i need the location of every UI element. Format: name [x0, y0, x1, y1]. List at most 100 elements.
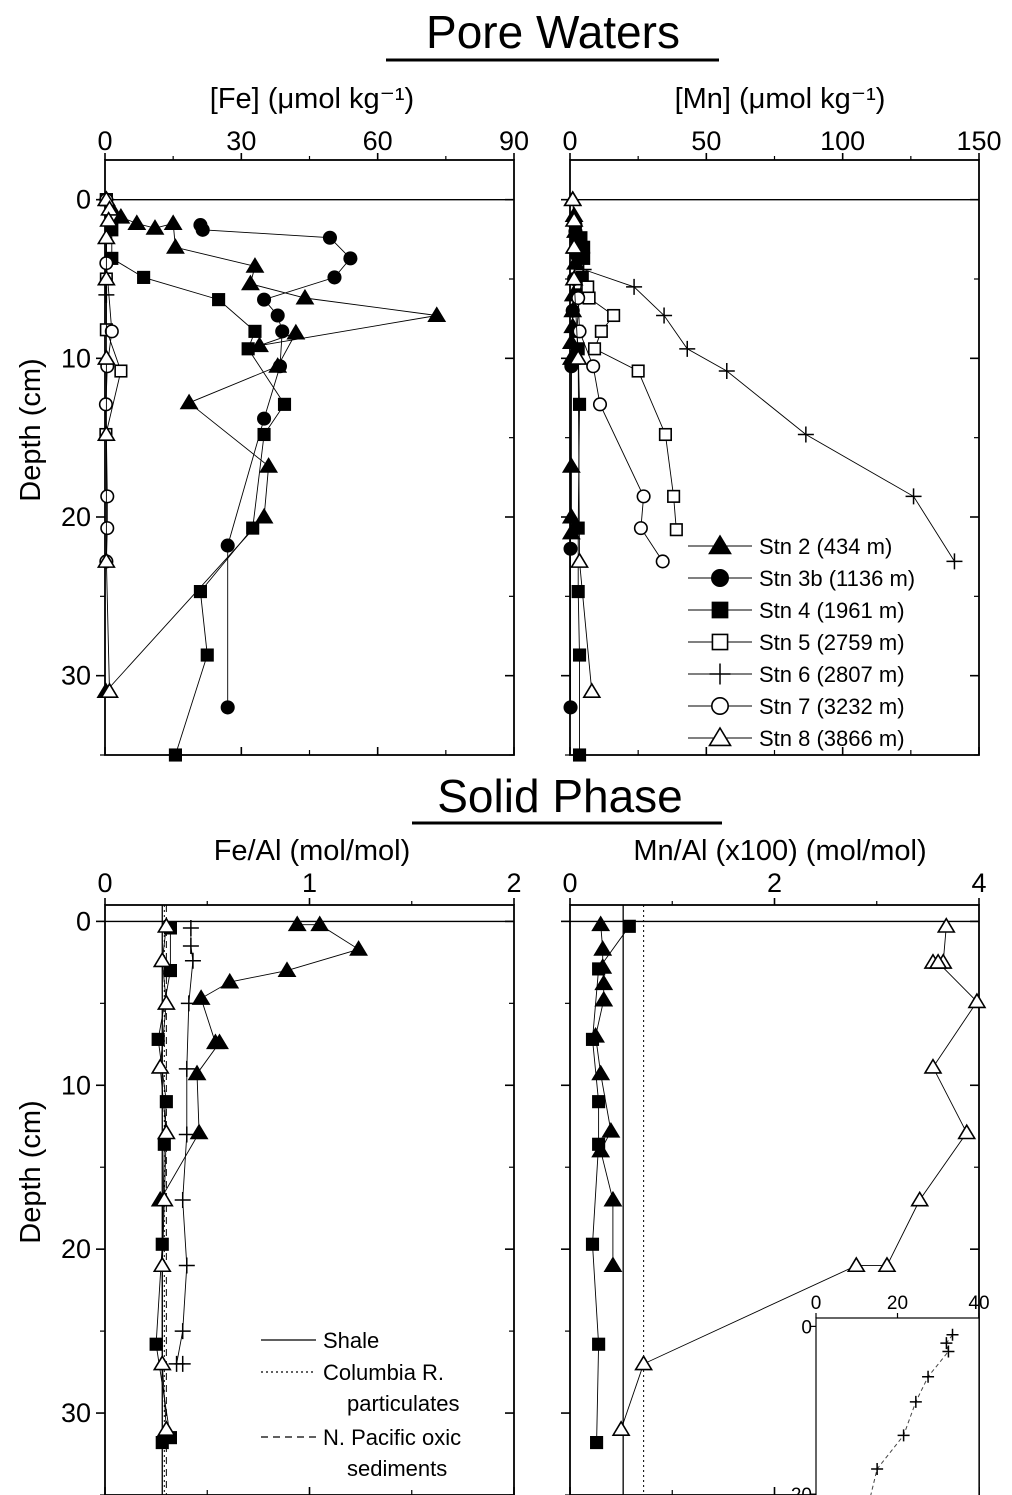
mn-solid-point-stn-2	[603, 1190, 623, 1207]
inset-point-stn-6	[897, 1429, 910, 1442]
fe-pore-point-stn-2	[179, 393, 199, 410]
mn-pore-point-stn-5	[658, 427, 672, 442]
fe-pore-point-stn-2	[295, 288, 315, 305]
fe-pore-line-stn-2	[105, 199, 437, 692]
fe-pore-point-stn-3b	[275, 324, 290, 339]
fe-solid-point-stn-2	[191, 989, 211, 1005]
mn-pore-point-stn-8	[564, 269, 584, 286]
fe-pore-ylabel: Depth (cm)	[15, 358, 47, 501]
fe-solid-y-tick-label: 0	[76, 906, 91, 936]
mn-pore-point-stn-7	[586, 359, 601, 374]
mn-pore-point-stn-4	[572, 397, 587, 411]
mn-pore-point-stn-8	[582, 682, 602, 699]
mn-pore-point-stn-4	[572, 748, 587, 762]
mn-pore-x-tick-label: 100	[820, 126, 865, 156]
mn-pore-point-stn-8	[568, 349, 588, 365]
fe-solid-point-stn-4	[159, 1095, 173, 1109]
mn-solid-point-stn-2	[594, 990, 614, 1007]
fe-solid-point-stn-4	[157, 1137, 171, 1151]
fe-pore-x-tick-label: 90	[499, 126, 529, 156]
fe-solid-point-stn-8	[150, 1058, 170, 1074]
fe-pore-point-stn-3b	[327, 270, 342, 285]
mn-solid-point-stn-4	[590, 1435, 604, 1450]
fe-pore-panel: [Fe] (μmol kg⁻¹) Depth (cm) 0 30 60 90 0 10 20…	[15, 83, 529, 762]
mn-pore-point-stn-4	[572, 648, 587, 662]
fe-solid-point-stn-8	[156, 917, 176, 933]
fe-pore-point-stn-4	[168, 748, 182, 762]
mn-solid-point-stn-8	[936, 917, 956, 933]
legend-marker-stn-2	[708, 534, 732, 555]
fe-pore-point-stn-4	[248, 324, 262, 338]
mn-pore-point-stn-5	[667, 489, 681, 503]
mn-solid-point-stn-2	[594, 974, 614, 991]
fe-solid-point-stn-6	[174, 1192, 191, 1208]
legend-label-stn-8: Stn 8 (3866 m)	[759, 726, 905, 751]
fe-pore-y-tick-label: 10	[61, 343, 91, 373]
fe-solid-point-stn-8	[156, 1123, 176, 1140]
fe-solid-point-stn-8	[156, 994, 176, 1010]
mn-solid-point-stn-4	[585, 1032, 600, 1046]
mn-pore-point-stn-8	[570, 552, 589, 568]
inset-point-stn-6	[942, 1345, 955, 1358]
legend-marker-stn-3b	[711, 569, 729, 587]
mn-solid-point-stn-2	[601, 1122, 621, 1138]
mn-pore-point-stn-6	[797, 426, 814, 443]
fe-solid-point-stn-6	[178, 1060, 195, 1077]
fe-solid-y-tick-label: 10	[61, 1070, 91, 1100]
mn-pore-point-stn-8	[564, 211, 584, 227]
inset-frame	[815, 1317, 980, 1495]
mn-solid-point-stn-8	[967, 992, 987, 1009]
pore-waters-heading: Pore Waters	[426, 6, 680, 58]
mn-pore-point-stn-6	[718, 363, 735, 380]
mn-solid-point-stn-2	[591, 915, 611, 932]
mn-pore-point-stn-7	[655, 554, 670, 569]
mn-pore-panel: [Mn] (μmol kg⁻¹) 0 50 100 150	[561, 83, 1002, 762]
fe-solid-point-stn-6	[182, 919, 199, 936]
inset-y-tick-label: 20	[791, 1485, 812, 1495]
fe-pore-point-stn-4	[193, 585, 207, 599]
mn-pore-x-tick-label: 150	[956, 126, 1001, 156]
fe-pore-point-stn-5	[114, 364, 128, 378]
fe-solid-point-stn-2	[189, 1123, 209, 1140]
fe-solid-point-stn-8	[154, 1190, 174, 1207]
fe-pore-point-stn-2	[250, 336, 269, 353]
fe-pore-point-stn-3b	[257, 292, 272, 307]
fe-pore-point-stn-4	[257, 427, 271, 442]
fe-pore-point-stn-7	[98, 397, 113, 412]
fe-pore-plot-frame	[104, 159, 515, 756]
mn-solid-point-stn-4	[622, 919, 636, 933]
mn-pore-point-stn-5	[607, 308, 621, 323]
solid-phase-heading: Solid Phase	[437, 770, 683, 822]
mn-pore-point-stn-7	[636, 489, 651, 504]
mn-pore-point-stn-5	[581, 280, 595, 294]
mn-pore-x-tick-label: 50	[691, 126, 721, 156]
fe-solid-point-stn-2	[220, 972, 240, 989]
fe-pore-x-tick-label: 60	[363, 126, 393, 156]
fe-pore-point-stn-2	[259, 457, 279, 473]
fe-pore-point-stn-2	[286, 323, 306, 340]
fe-pore-point-stn-2	[254, 507, 274, 524]
mn-pore-point-stn-7	[571, 291, 586, 306]
ref-legend-label-shale: Shale	[323, 1328, 379, 1353]
fe-solid-point-stn-2	[287, 915, 307, 932]
fe-pore-point-stn-8	[96, 228, 116, 245]
inset-point-stn-6	[922, 1370, 935, 1383]
fe-solid-point-stn-4	[151, 1032, 165, 1046]
fe-pore-point-stn-3b	[220, 538, 235, 553]
inset-x-tick-label: 20	[887, 1293, 908, 1314]
fe-pore-x-tick-label: 30	[226, 126, 256, 156]
fe-pore-point-stn-2	[127, 214, 147, 230]
mn-pore-point-stn-4	[571, 585, 585, 599]
fe-solid-point-stn-2	[310, 915, 330, 932]
mn-solid-x-tick-label: 2	[767, 868, 782, 898]
mn-pore-point-stn-7	[572, 324, 587, 339]
fe-solid-point-stn-6	[180, 995, 197, 1012]
fe-pore-y-tick-label: 30	[61, 661, 91, 691]
fe-solid-point-stn-4	[163, 963, 177, 978]
mn-pore-point-stn-5	[631, 364, 645, 378]
fe-pore-point-stn-8	[100, 682, 119, 699]
inset-x-tick-label: 0	[811, 1293, 822, 1314]
fe-pore-point-stn-4	[241, 342, 255, 356]
mn-pore-point-stn-3b	[563, 541, 578, 556]
